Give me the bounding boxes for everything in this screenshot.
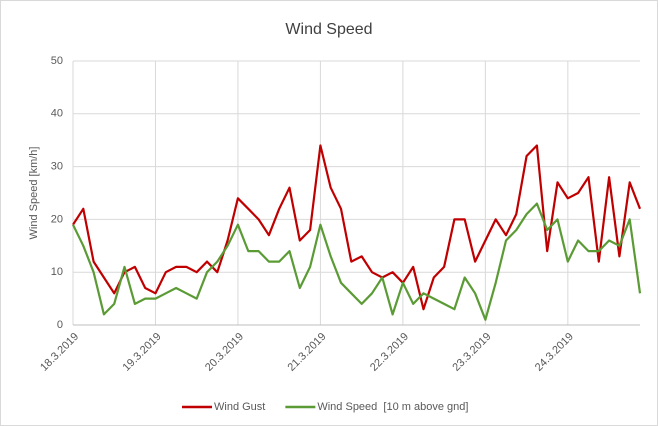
y-tick-label: 50 (51, 55, 63, 67)
y-tick-label: 40 (51, 108, 63, 120)
series-line (72, 202, 642, 321)
y-tick-label: 0 (57, 319, 63, 331)
chart-title: Wind Speed (285, 21, 372, 38)
legend-label: Wind Gust (214, 401, 265, 413)
legend-label: Wind Speed [10 m above gnd] (317, 401, 468, 413)
y-tick-label: 20 (51, 213, 63, 225)
y-axis-label: Wind Speed [km/h] (28, 147, 40, 240)
series-line (72, 144, 642, 311)
y-tick-label: 10 (51, 266, 63, 278)
y-tick-label: 30 (51, 161, 63, 173)
